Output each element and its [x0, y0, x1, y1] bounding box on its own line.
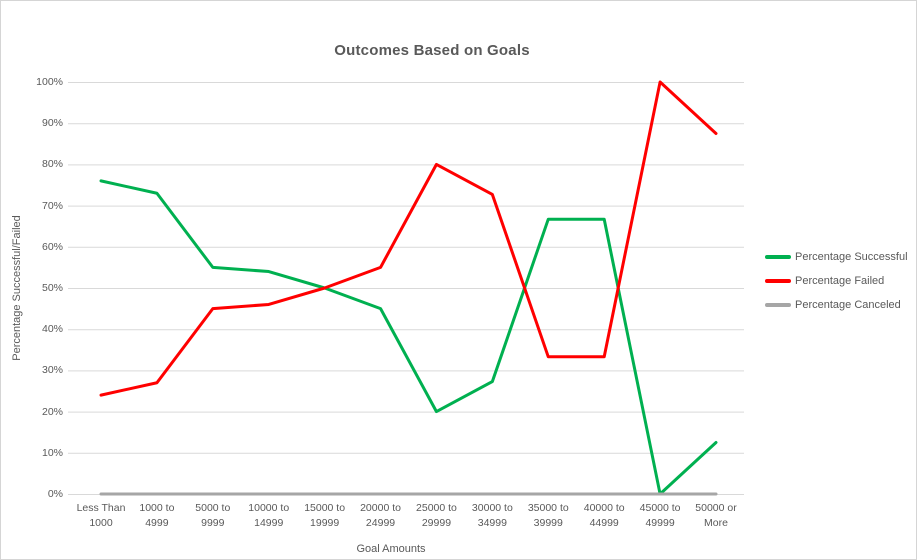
x-tick-label: 10000 to 14999	[248, 502, 290, 529]
y-tick-label: 70%	[41, 199, 63, 212]
y-tick-label: 90%	[41, 117, 63, 130]
y-tick-label: 20%	[41, 405, 63, 418]
x-tick-label: 50000 or More	[695, 502, 737, 529]
legend-line-swatch	[765, 279, 791, 283]
legend: Percentage Successful Percentage Failed Pe…	[765, 245, 908, 317]
x-tick-label: 20000 to 24999	[360, 502, 401, 529]
y-tick-label: 30%	[41, 364, 63, 377]
y-tick-label: 50%	[41, 282, 63, 294]
x-axis-title: Goal Amounts	[356, 543, 426, 555]
x-tick-label: 1000 to 4999	[139, 502, 175, 529]
chart-title: Outcomes Based on Goals	[334, 42, 530, 59]
x-tick-label: 5000 to 9999	[195, 502, 231, 529]
x-tick-label: 35000 to 39999	[527, 502, 569, 529]
y-tick-label: 100%	[36, 76, 63, 88]
x-tick-label: 30000 to 34999	[471, 502, 513, 529]
legend-line-swatch	[765, 303, 791, 307]
series-line-percentage-successful	[99, 179, 718, 496]
y-tick-label: 40%	[41, 323, 63, 336]
y-tick-label: 60%	[41, 240, 63, 253]
legend-item-percentage-successful: Percentage Successful	[765, 245, 908, 269]
legend-label: Percentage Canceled	[795, 299, 901, 311]
legend-item-percentage-failed: Percentage Failed	[765, 269, 908, 293]
x-tick-label: 15000 to 19999	[304, 502, 346, 529]
series-line-percentage-failed	[99, 80, 718, 397]
x-tick-label: 45000 to 49999	[639, 502, 681, 529]
y-tick-label: 80%	[41, 158, 63, 171]
legend-label: Percentage Successful	[795, 251, 908, 263]
legend-line-swatch	[765, 255, 791, 259]
legend-item-percentage-canceled: Percentage Canceled	[765, 293, 908, 317]
y-tick-label: 0%	[47, 488, 63, 500]
x-tick-label: 25000 to 29999	[416, 502, 457, 529]
y-tick-label: 10%	[41, 446, 63, 459]
x-tick-label: 40000 to 44999	[583, 502, 625, 529]
legend-label: Percentage Failed	[795, 275, 885, 287]
x-tick-label: Less Than 1000	[76, 502, 126, 529]
